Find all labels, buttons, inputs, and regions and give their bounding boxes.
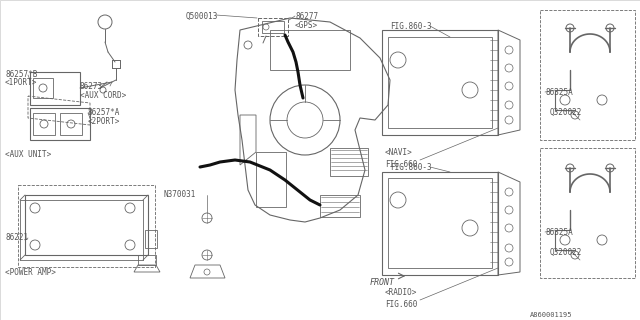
Text: N370031: N370031: [163, 190, 195, 199]
Bar: [33, 78, 53, 98]
Text: <GPS>: <GPS>: [295, 21, 318, 30]
Text: FIG.660: FIG.660: [385, 300, 417, 309]
Bar: [330, 148, 368, 176]
Text: <POWER AMP>: <POWER AMP>: [5, 268, 56, 277]
Bar: [262, 21, 284, 33]
Bar: [30, 72, 80, 105]
Text: <AUX CORD>: <AUX CORD>: [80, 91, 126, 100]
Text: Q320022: Q320022: [550, 108, 582, 117]
Bar: [138, 255, 156, 265]
Text: <AUX UNIT>: <AUX UNIT>: [5, 150, 51, 159]
Text: 86325A: 86325A: [545, 88, 573, 97]
Bar: [540, 10, 635, 140]
Text: FIG.860-3: FIG.860-3: [390, 22, 431, 31]
Text: <2PORT>: <2PORT>: [88, 117, 120, 126]
Bar: [270, 30, 350, 70]
Text: Q500013: Q500013: [186, 12, 218, 21]
Bar: [30, 108, 90, 140]
Bar: [18, 185, 155, 267]
Text: 86257*A: 86257*A: [88, 108, 120, 117]
Text: A860001195: A860001195: [530, 312, 573, 318]
Text: 86277: 86277: [295, 12, 318, 21]
Text: FRONT: FRONT: [370, 278, 395, 287]
Text: 86325A: 86325A: [545, 228, 573, 237]
Bar: [256, 152, 286, 207]
Text: FIG.860-3: FIG.860-3: [390, 163, 431, 172]
Text: 86221: 86221: [5, 233, 28, 242]
Text: <RADIO>: <RADIO>: [385, 288, 417, 297]
Text: 86273: 86273: [80, 82, 103, 91]
Text: <1PORT>: <1PORT>: [5, 78, 37, 87]
Bar: [320, 195, 360, 217]
Text: Q320022: Q320022: [550, 248, 582, 257]
Bar: [33, 113, 55, 135]
Bar: [540, 148, 635, 278]
Text: <NAVI>: <NAVI>: [385, 148, 413, 157]
Bar: [258, 18, 288, 36]
Bar: [60, 113, 82, 135]
Text: FIG.660: FIG.660: [385, 160, 417, 169]
Text: 86257*B: 86257*B: [5, 70, 37, 79]
Bar: [145, 230, 157, 248]
